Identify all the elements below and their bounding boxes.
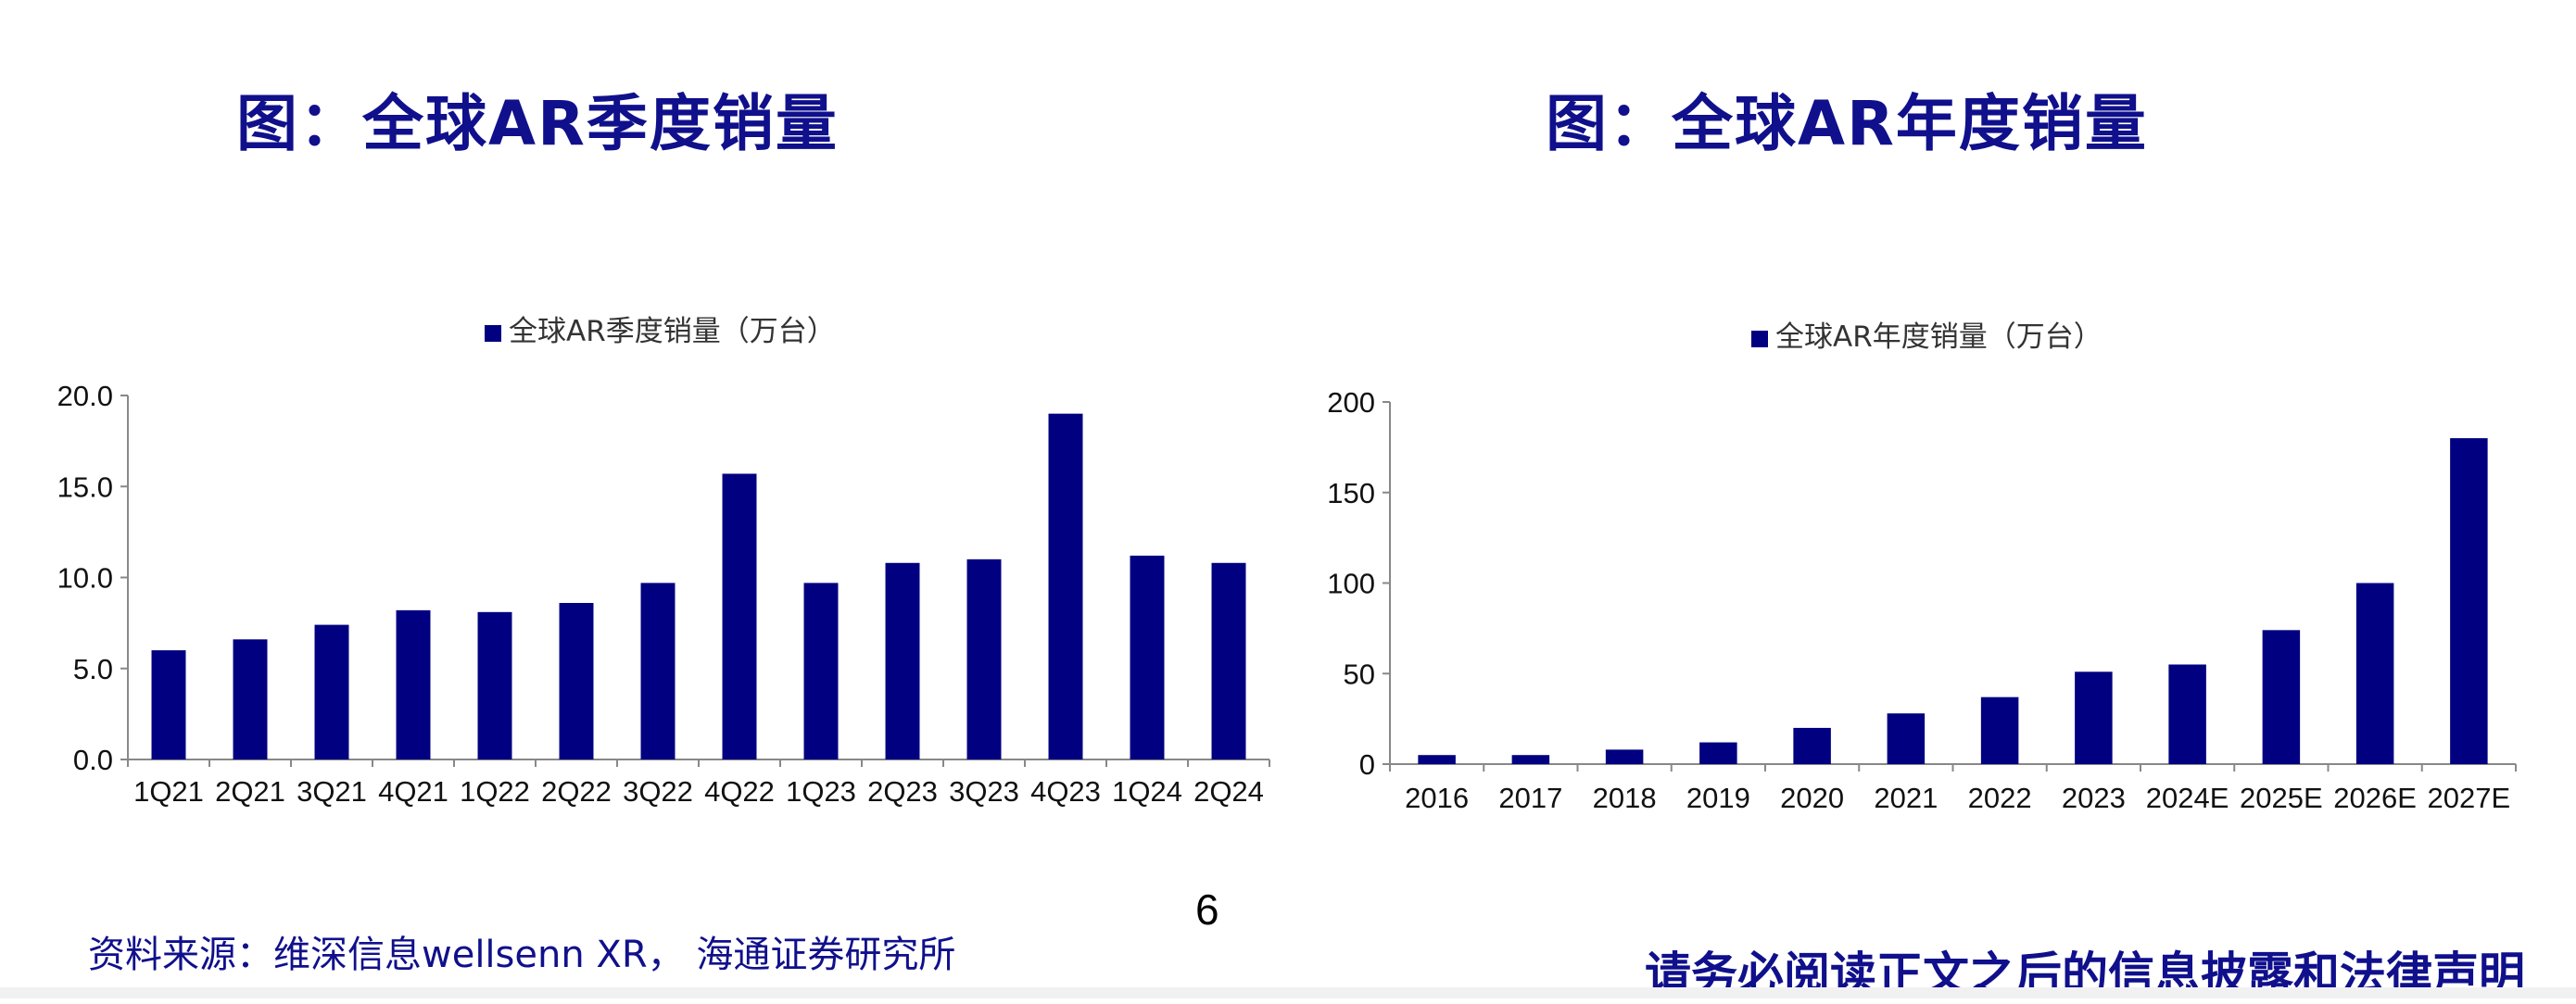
- x-tick-label: 2018: [1593, 782, 1657, 814]
- bar-2016: [1418, 755, 1456, 764]
- y-tick-label: 200: [1327, 386, 1375, 419]
- x-tick-label: 3Q22: [623, 775, 693, 808]
- bar-2023: [2075, 671, 2113, 764]
- legend-label: 全球AR年度销量（万台）: [1775, 320, 2102, 354]
- bar-2021: [1887, 713, 1926, 764]
- bar-2017: [1511, 755, 1550, 764]
- legend-swatch: [485, 325, 501, 342]
- legend: 全球AR年度销量（万台）: [1751, 320, 2102, 354]
- x-tick-label: 3Q23: [949, 775, 1019, 808]
- bar-2024E: [2168, 664, 2206, 764]
- quarterly-sales-chart: 全球AR季度销量（万台） 0.0 5.0 10.0 15.0 20.0 1Q21 2Q21 3Q…: [57, 315, 1270, 808]
- page-number: 6: [1195, 885, 1219, 934]
- bar-3Q21: [314, 624, 349, 759]
- bar-2026E: [2355, 583, 2394, 764]
- y-tick-label: 50: [1344, 658, 1375, 690]
- bar-2Q21: [233, 639, 268, 759]
- x-tick-label: 2Q24: [1193, 775, 1264, 808]
- x-tick-label: 2027E: [2428, 782, 2511, 814]
- legend-swatch: [1751, 331, 1768, 347]
- x-tick-label: 1Q23: [786, 775, 856, 808]
- bar-1Q22: [477, 611, 512, 759]
- bar-2025E: [2262, 630, 2301, 764]
- bar-1Q24: [1130, 555, 1165, 759]
- x-tick-label: 2022: [1968, 782, 2032, 814]
- x-tick-label: 1Q24: [1112, 775, 1182, 808]
- bar-2027E: [2450, 438, 2488, 764]
- annual-sales-chart: 全球AR年度销量（万台） 0 50 100 150 200 2016 2017 2018 2019…: [1327, 320, 2517, 814]
- bar-1Q21: [151, 650, 186, 759]
- y-tick-label: 5.0: [73, 653, 113, 685]
- bar-2019: [1699, 742, 1737, 764]
- bar-3Q23: [966, 558, 1002, 759]
- x-tick-label: 2019: [1686, 782, 1750, 814]
- bar-4Q22: [722, 473, 757, 759]
- bar-3Q22: [640, 583, 676, 759]
- bar-2Q24: [1211, 562, 1246, 759]
- bar-4Q23: [1048, 413, 1083, 759]
- bar-1Q23: [803, 583, 839, 759]
- x-tick-label: 2Q22: [541, 775, 612, 808]
- x-tick-label: 2024E: [2146, 782, 2229, 814]
- bar-2Q22: [559, 603, 594, 759]
- y-tick-label: 15.0: [57, 471, 113, 503]
- y-tick-label: 0.0: [73, 744, 113, 776]
- legend: 全球AR季度销量（万台）: [485, 315, 836, 348]
- x-tick-label: 2017: [1498, 782, 1562, 814]
- x-tick-label: 4Q21: [378, 775, 448, 808]
- x-tick-label: 2025E: [2240, 782, 2323, 814]
- x-tick-label: 2Q21: [215, 775, 285, 808]
- bar-2022: [1980, 697, 2019, 764]
- bar-4Q21: [396, 609, 431, 759]
- y-tick-label: 20.0: [57, 380, 113, 412]
- y-tick-label: 100: [1327, 568, 1375, 600]
- chart-title-annual: 图：全球AR年度销量: [1546, 88, 2148, 159]
- x-tick-label: 2016: [1405, 782, 1469, 814]
- bar-2Q23: [885, 562, 920, 759]
- x-tick-label: 4Q22: [704, 775, 775, 808]
- x-tick-label: 2021: [1874, 782, 1938, 814]
- chart-title-quarterly: 图：全球AR季度销量: [236, 88, 839, 159]
- x-tick-label: 2Q23: [867, 775, 938, 808]
- x-tick-label: 3Q21: [297, 775, 367, 808]
- footer-divider: [0, 987, 2576, 998]
- y-tick-label: 10.0: [57, 562, 113, 595]
- x-tick-label: 1Q22: [460, 775, 530, 808]
- x-tick-label: 4Q23: [1030, 775, 1101, 808]
- bar-2018: [1605, 749, 1644, 764]
- x-tick-label: 2020: [1780, 782, 1844, 814]
- x-tick-label: 2023: [2062, 782, 2126, 814]
- y-tick-label: 0: [1359, 748, 1375, 781]
- x-tick-label: 1Q21: [133, 775, 204, 808]
- legend-label: 全球AR季度销量（万台）: [509, 315, 836, 348]
- x-tick-label: 2026E: [2333, 782, 2417, 814]
- source-note: 资料来源：维深信息wellsenn XR， 海通证券研究所: [88, 934, 956, 976]
- bar-2020: [1793, 727, 1831, 764]
- y-tick-label: 150: [1327, 477, 1375, 509]
